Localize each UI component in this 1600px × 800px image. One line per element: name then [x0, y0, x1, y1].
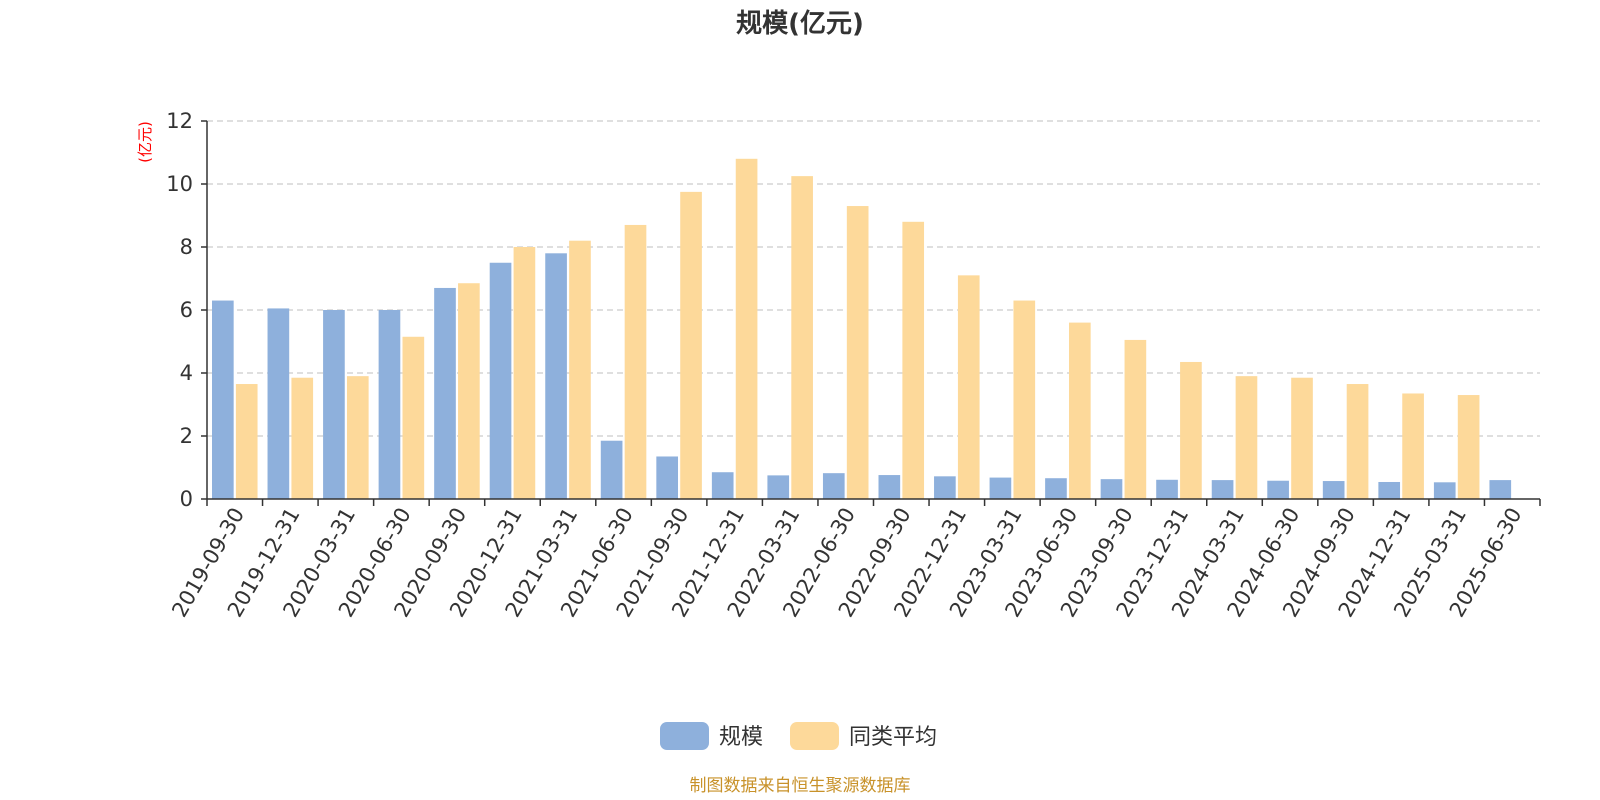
bar-peer-average[interactable] [1346, 384, 1369, 499]
legend-label: 规模 [719, 725, 763, 750]
bar-peer-average[interactable] [902, 221, 925, 500]
bar-scale[interactable] [989, 477, 1012, 499]
bar-scale[interactable] [1211, 480, 1234, 499]
bar-peer-average[interactable] [1124, 339, 1147, 499]
bar-peer-average[interactable] [569, 240, 591, 499]
bar-peer-average[interactable] [291, 377, 314, 499]
y-tick-label: 2 [180, 424, 193, 448]
bar-peer-average[interactable] [957, 275, 980, 499]
bar-scale[interactable] [767, 475, 790, 499]
y-tick-label: 8 [180, 235, 193, 259]
y-tick-label: 12 [166, 109, 193, 133]
bar-scale[interactable] [1378, 481, 1401, 499]
y-tick-label: 0 [180, 487, 193, 511]
source-note: 制图数据来自恒生聚源数据库 [690, 776, 911, 796]
y-tick-label: 6 [180, 298, 193, 322]
y-axis-unit-label: (亿元) [136, 121, 154, 163]
bar-scale[interactable] [1156, 479, 1178, 499]
bars-layer [211, 158, 1512, 500]
bar-scale[interactable] [489, 262, 512, 499]
bar-scale[interactable] [711, 472, 734, 499]
legend-swatch [660, 722, 709, 750]
bar-scale[interactable] [434, 287, 456, 499]
bar-peer-average[interactable] [1180, 361, 1202, 499]
bar-scale[interactable] [600, 440, 623, 499]
bar-peer-average[interactable] [402, 336, 425, 499]
bar-peer-average[interactable] [458, 283, 480, 499]
bar-peer-average[interactable] [1457, 395, 1480, 499]
bar-peer-average[interactable] [235, 384, 258, 499]
bar-scale[interactable] [1045, 478, 1067, 499]
bar-peer-average[interactable] [1291, 377, 1313, 499]
bar-peer-average[interactable] [1069, 322, 1091, 499]
legend-item-scale[interactable]: 规模 [660, 722, 763, 750]
y-tick-label: 10 [166, 172, 193, 196]
bar-scale[interactable] [1433, 482, 1456, 499]
bar-scale[interactable] [267, 308, 290, 499]
bar-scale[interactable] [822, 473, 845, 499]
bar-scale[interactable] [323, 310, 345, 499]
bar-peer-average[interactable] [1402, 393, 1424, 499]
bar-scale[interactable] [878, 475, 901, 499]
bar-scale[interactable] [1100, 479, 1123, 499]
bar-peer-average[interactable] [791, 176, 813, 499]
bar-scale[interactable] [934, 476, 956, 499]
bar-scale[interactable] [1322, 481, 1345, 499]
legend[interactable]: 规模 同类平均 [660, 722, 937, 750]
bar-peer-average[interactable] [1235, 376, 1258, 499]
bar-scale[interactable] [378, 310, 401, 499]
bar-scale[interactable] [656, 456, 678, 499]
grid-layer [207, 120, 1540, 437]
bar-scale[interactable] [1267, 480, 1289, 499]
bar-peer-average[interactable] [513, 247, 536, 499]
bar-scale[interactable] [211, 300, 234, 499]
bar-peer-average[interactable] [735, 158, 758, 500]
legend-label: 同类平均 [849, 725, 937, 750]
legend-swatch [790, 722, 839, 750]
bar-peer-average[interactable] [1013, 300, 1036, 499]
bar-peer-average[interactable] [624, 224, 647, 499]
bar-scale[interactable] [1489, 480, 1512, 499]
chart-title: 规模(亿元) [736, 9, 864, 39]
bar-peer-average[interactable] [346, 376, 369, 499]
legend-item-peer-average[interactable]: 同类平均 [790, 722, 937, 750]
y-tick-label: 4 [180, 361, 193, 385]
bar-peer-average[interactable] [846, 206, 869, 500]
bar-scale[interactable] [545, 253, 567, 499]
bar-peer-average[interactable] [680, 191, 702, 499]
